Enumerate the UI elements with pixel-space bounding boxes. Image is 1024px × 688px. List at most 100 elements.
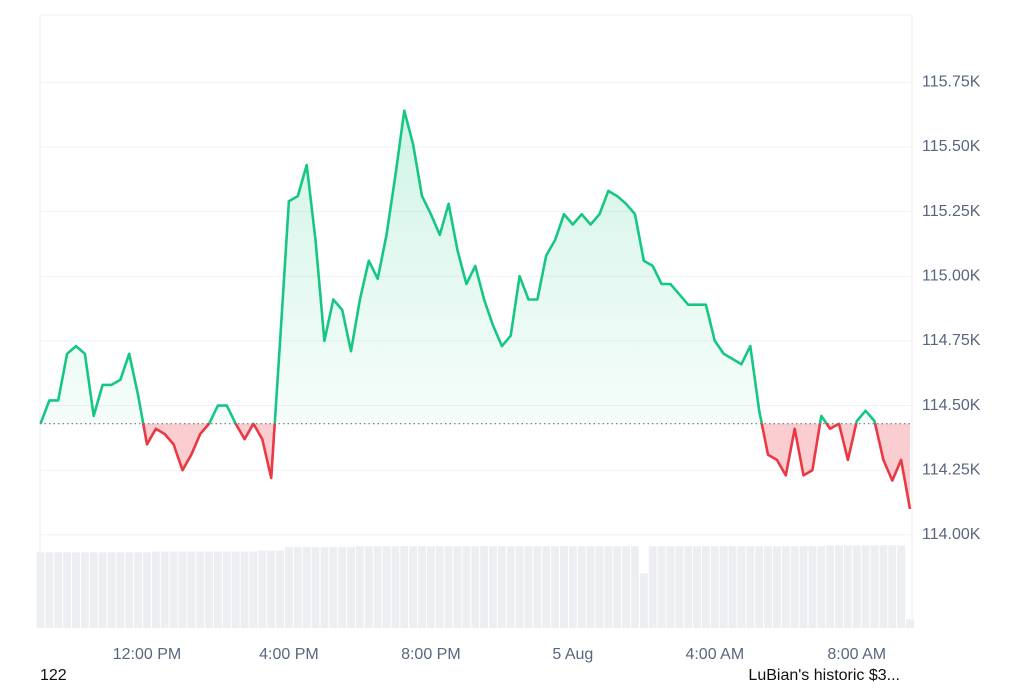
volume-bar [214,551,222,628]
volume-bar [826,545,835,628]
volume-bar [293,547,302,628]
y-tick-label: 114.75K [922,332,981,349]
volume-bar [134,552,143,628]
volume-bar [80,552,89,628]
volume-bar [284,547,293,628]
volume-bar [595,546,604,628]
volume-bar [418,546,426,628]
volume-bar [187,551,196,628]
volume-bar [799,546,808,628]
volume-bar [169,551,178,628]
volume-bar [54,552,63,628]
volume-bar [347,547,355,628]
volume-bar [577,546,586,628]
volume-bar [604,546,613,628]
y-tick-label: 114.50K [922,397,981,414]
volume-bar [302,547,311,628]
y-tick-label: 115.00K [922,267,981,284]
volume-bar [648,546,657,628]
volume-bar [480,546,489,628]
volume-bar [444,546,453,628]
volume-bar [329,547,338,628]
area [40,110,910,509]
volume-bar [551,546,560,628]
volume-bar [639,573,648,628]
volume-bar [409,546,418,628]
volume-bar [684,546,693,628]
volume-bar [746,546,755,628]
volume-bar [249,551,258,628]
volume-bar [471,546,480,628]
volume-bar [426,546,435,628]
volume-bar [719,546,728,628]
volume-bar [338,547,347,628]
volume-bar [116,552,125,628]
volume-bar [178,551,187,628]
volume-bar [222,551,231,628]
volume-bar [870,545,879,628]
volume-bar [808,546,817,628]
y-tick-label: 114.00K [922,526,981,543]
volume-bar [267,550,276,628]
price-line [39,109,912,510]
volume-bar [852,545,861,628]
volume-bar [897,545,906,628]
volume-bar [506,546,515,628]
volume-bar [586,546,595,628]
volume-bar [781,546,790,628]
volume-bar [568,546,577,628]
x-tick-label: 4:00 AM [685,646,744,663]
volume-bar [276,550,284,628]
volume-bar [231,551,240,628]
volume-bar [435,546,444,628]
volume-bar [693,546,701,628]
volume-bar [364,546,373,628]
volume-bar [560,546,568,628]
volume-bar [400,546,409,628]
volume-bar [72,552,80,628]
volume-bar [205,551,214,628]
volume-bar [764,546,772,628]
volume-bar [772,546,781,628]
volume-bar [790,546,799,628]
x-tick-label: 5 Aug [552,646,593,663]
x-tick-label: 8:00 AM [827,646,886,663]
volume-bar [888,545,897,628]
volume-bar [755,546,764,628]
volume-bar [675,546,684,628]
volume-bar [879,545,888,628]
volume-bar [36,552,45,628]
volume-bar [631,546,639,628]
volume-bar [107,552,116,628]
volume-bar [462,546,471,628]
volume-bar [63,552,72,628]
volume-bar [542,546,551,628]
volume-bar [843,545,852,628]
volume-bar [515,546,524,628]
volume-bar [613,546,622,628]
volume-bar [45,552,54,628]
volume-bar [622,546,631,628]
volume-bar [666,546,675,628]
footer-right: LuBian's historic $3... [748,667,900,683]
volume-bar [861,545,870,628]
volume-bar [258,550,267,628]
volume-bar [373,546,382,628]
volume-bar [89,552,98,628]
volume-bar [355,546,364,628]
y-tick-label: 115.50K [922,138,981,155]
x-tick-label: 8:00 PM [401,646,461,663]
y-tick-label: 115.25K [922,203,981,220]
x-tick-label: 12:00 PM [113,646,181,663]
volume-bar [835,545,843,628]
volume-bar [98,552,107,628]
volume-bar [533,546,542,628]
volume-bar [453,546,462,628]
volume-bar [240,551,249,628]
x-tick-label: 4:00 PM [259,646,319,663]
volume-bar [657,546,666,628]
volume-bar [701,546,710,628]
volume-bar [311,547,320,628]
volume-bar [489,546,497,628]
volume-bar [320,547,329,628]
